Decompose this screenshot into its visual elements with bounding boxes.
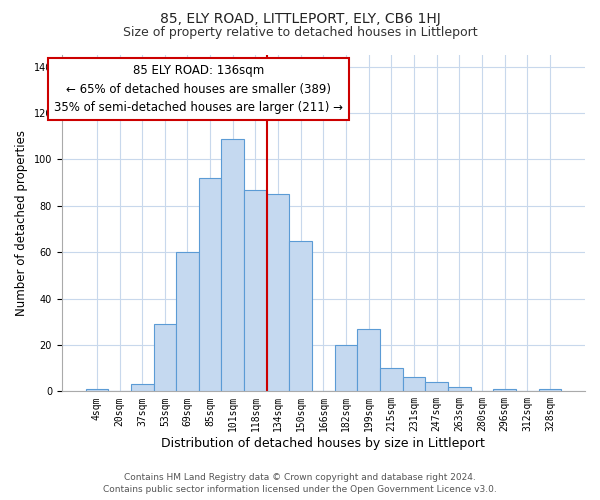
X-axis label: Distribution of detached houses by size in Littleport: Distribution of detached houses by size … xyxy=(161,437,485,450)
Bar xyxy=(335,345,358,392)
Bar xyxy=(154,324,176,392)
Text: Contains HM Land Registry data © Crown copyright and database right 2024.
Contai: Contains HM Land Registry data © Crown c… xyxy=(103,472,497,494)
Text: Size of property relative to detached houses in Littleport: Size of property relative to detached ho… xyxy=(122,26,478,39)
Bar xyxy=(267,194,289,392)
Bar xyxy=(86,389,108,392)
Bar xyxy=(380,368,403,392)
Bar xyxy=(425,382,448,392)
Y-axis label: Number of detached properties: Number of detached properties xyxy=(15,130,28,316)
Bar xyxy=(176,252,199,392)
Text: 85, ELY ROAD, LITTLEPORT, ELY, CB6 1HJ: 85, ELY ROAD, LITTLEPORT, ELY, CB6 1HJ xyxy=(160,12,440,26)
Bar xyxy=(493,389,516,392)
Bar xyxy=(403,378,425,392)
Bar xyxy=(448,386,470,392)
Text: 85 ELY ROAD: 136sqm
← 65% of detached houses are smaller (389)
35% of semi-detac: 85 ELY ROAD: 136sqm ← 65% of detached ho… xyxy=(55,64,343,114)
Bar xyxy=(199,178,221,392)
Bar xyxy=(289,240,312,392)
Bar xyxy=(244,190,267,392)
Bar xyxy=(131,384,154,392)
Bar xyxy=(221,138,244,392)
Bar xyxy=(358,328,380,392)
Bar xyxy=(539,389,561,392)
